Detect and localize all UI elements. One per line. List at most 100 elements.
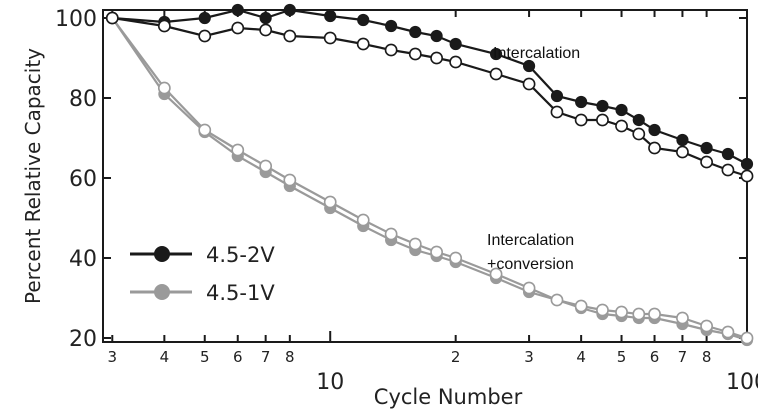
series-3-point-3 [231, 143, 245, 157]
series-1-point-14 [550, 105, 564, 119]
annotation-intercalation-conversion-1: Intercalation [487, 232, 574, 249]
series-1-point-5 [283, 29, 297, 43]
series-0-point-21 [700, 141, 713, 155]
series-1-point-2 [198, 29, 212, 43]
series-3-point-15 [574, 299, 588, 313]
series-0-point-19 [648, 123, 661, 137]
series-0-point-7 [357, 13, 370, 27]
x-tick-label-20: 2 [451, 348, 461, 366]
legend-label-4.5-1V: 4.5-1V [206, 281, 275, 305]
series-3-point-18 [632, 307, 646, 321]
series-3-point-7 [356, 213, 370, 227]
x-tick-label-80: 8 [702, 348, 712, 366]
series-0-point-8 [385, 19, 398, 33]
series-1-point-10 [430, 51, 444, 65]
series-1-point-3 [231, 21, 245, 35]
series-0-point-4 [259, 11, 272, 25]
series-0-point-17 [615, 103, 628, 117]
legend-label-4.5-2V: 4.5-2V [206, 243, 275, 267]
series-layer [105, 3, 754, 347]
series-1-point-1 [157, 19, 171, 33]
x-tick-label-40: 4 [576, 348, 586, 366]
x-tick-label-3: 3 [108, 348, 118, 366]
y-tick-label-40: 40 [69, 247, 97, 272]
series-3-point-23 [740, 331, 754, 345]
series-0-point-11 [449, 37, 462, 51]
x-tick-labels: 345678102345678100 [108, 348, 758, 395]
series-3-point-21 [700, 319, 714, 333]
x-axis-title: Cycle Number [374, 385, 523, 409]
series-3-point-10 [430, 245, 444, 259]
x-tick-label-8: 8 [285, 348, 295, 366]
series-3-point-5 [283, 173, 297, 187]
series-3-point-11 [449, 251, 463, 265]
series-0-point-3 [231, 3, 244, 17]
y-tick-label-80: 80 [69, 87, 97, 112]
series-1-point-9 [408, 47, 422, 61]
y-tick-label-60: 60 [69, 167, 97, 192]
x-tick-label-60: 6 [650, 348, 660, 366]
x-tick-label-6: 6 [233, 348, 243, 366]
series-3-point-2 [198, 123, 212, 137]
series-1-point-19 [648, 141, 661, 155]
x-tick-label-70: 7 [678, 348, 688, 366]
series-1-point-16 [596, 113, 609, 127]
y-axis-title: Percent Relative Capacity [21, 48, 45, 304]
series-0-point-15 [575, 95, 588, 109]
y-tick-labels: 20 40 60 80 100 [55, 7, 97, 352]
series-3-point-16 [596, 303, 609, 317]
series-3-point-20 [676, 311, 689, 325]
series-0-point-2 [198, 11, 211, 25]
annotation-intercalation: Intercalation [493, 45, 580, 62]
x-tick-label-10: 10 [316, 370, 344, 395]
x-tick-label-30: 3 [524, 348, 534, 366]
series-0-point-10 [430, 29, 443, 43]
series-3-point-9 [408, 237, 422, 251]
series-0-point-12 [489, 47, 503, 61]
x-tick-label-4: 4 [160, 348, 170, 366]
series-0-point-9 [409, 25, 422, 39]
series-0-point-20 [676, 133, 689, 147]
series-1-point-7 [356, 37, 370, 51]
series-1-point-15 [574, 113, 588, 127]
axis-ticks [103, 10, 748, 342]
series-0-point-18 [632, 113, 645, 127]
series-3-point-13 [522, 281, 536, 295]
series-1-point-11 [449, 55, 463, 69]
x-tick-label-50: 5 [617, 348, 627, 366]
annotation-intercalation-conversion-2: +conversion [487, 256, 574, 273]
series-1-point-23 [740, 169, 754, 183]
legend: 4.5-2V 4.5-1V [130, 243, 275, 305]
series-3-point-14 [550, 293, 564, 307]
plot-frame [102, 9, 748, 343]
series-1-point-0 [105, 11, 119, 25]
series-3-point-1 [157, 81, 171, 95]
series-3-point-22 [721, 325, 735, 339]
series-1-point-8 [384, 43, 398, 57]
series-1-point-13 [522, 77, 536, 91]
x-tick-label-100: 100 [726, 370, 758, 395]
series-1-point-17 [615, 119, 628, 133]
series-0-point-13 [522, 59, 536, 73]
series-3-point-19 [648, 307, 661, 321]
legend-marker-4.5-1V [154, 284, 170, 300]
series-3-point-6 [323, 195, 337, 209]
legend-marker-4.5-2V [154, 246, 170, 262]
series-1-point-12 [489, 67, 503, 81]
series-0-point-5 [283, 3, 296, 17]
series-1-point-4 [259, 23, 273, 37]
series-3-point-8 [384, 227, 398, 241]
x-tick-label-5: 5 [200, 348, 210, 366]
series-1-point-18 [632, 127, 646, 141]
series-0-point-23 [740, 157, 754, 171]
series-0-point-22 [721, 147, 735, 161]
series-1-point-20 [676, 145, 689, 159]
x-tick-label-7: 7 [261, 348, 271, 366]
y-tick-label-100: 100 [55, 7, 97, 32]
series-0-point-6 [324, 9, 337, 23]
series-1-point-6 [323, 31, 337, 45]
series-1-point-21 [700, 155, 714, 169]
series-3-point-4 [259, 159, 273, 173]
series-3-point-12 [489, 267, 503, 281]
